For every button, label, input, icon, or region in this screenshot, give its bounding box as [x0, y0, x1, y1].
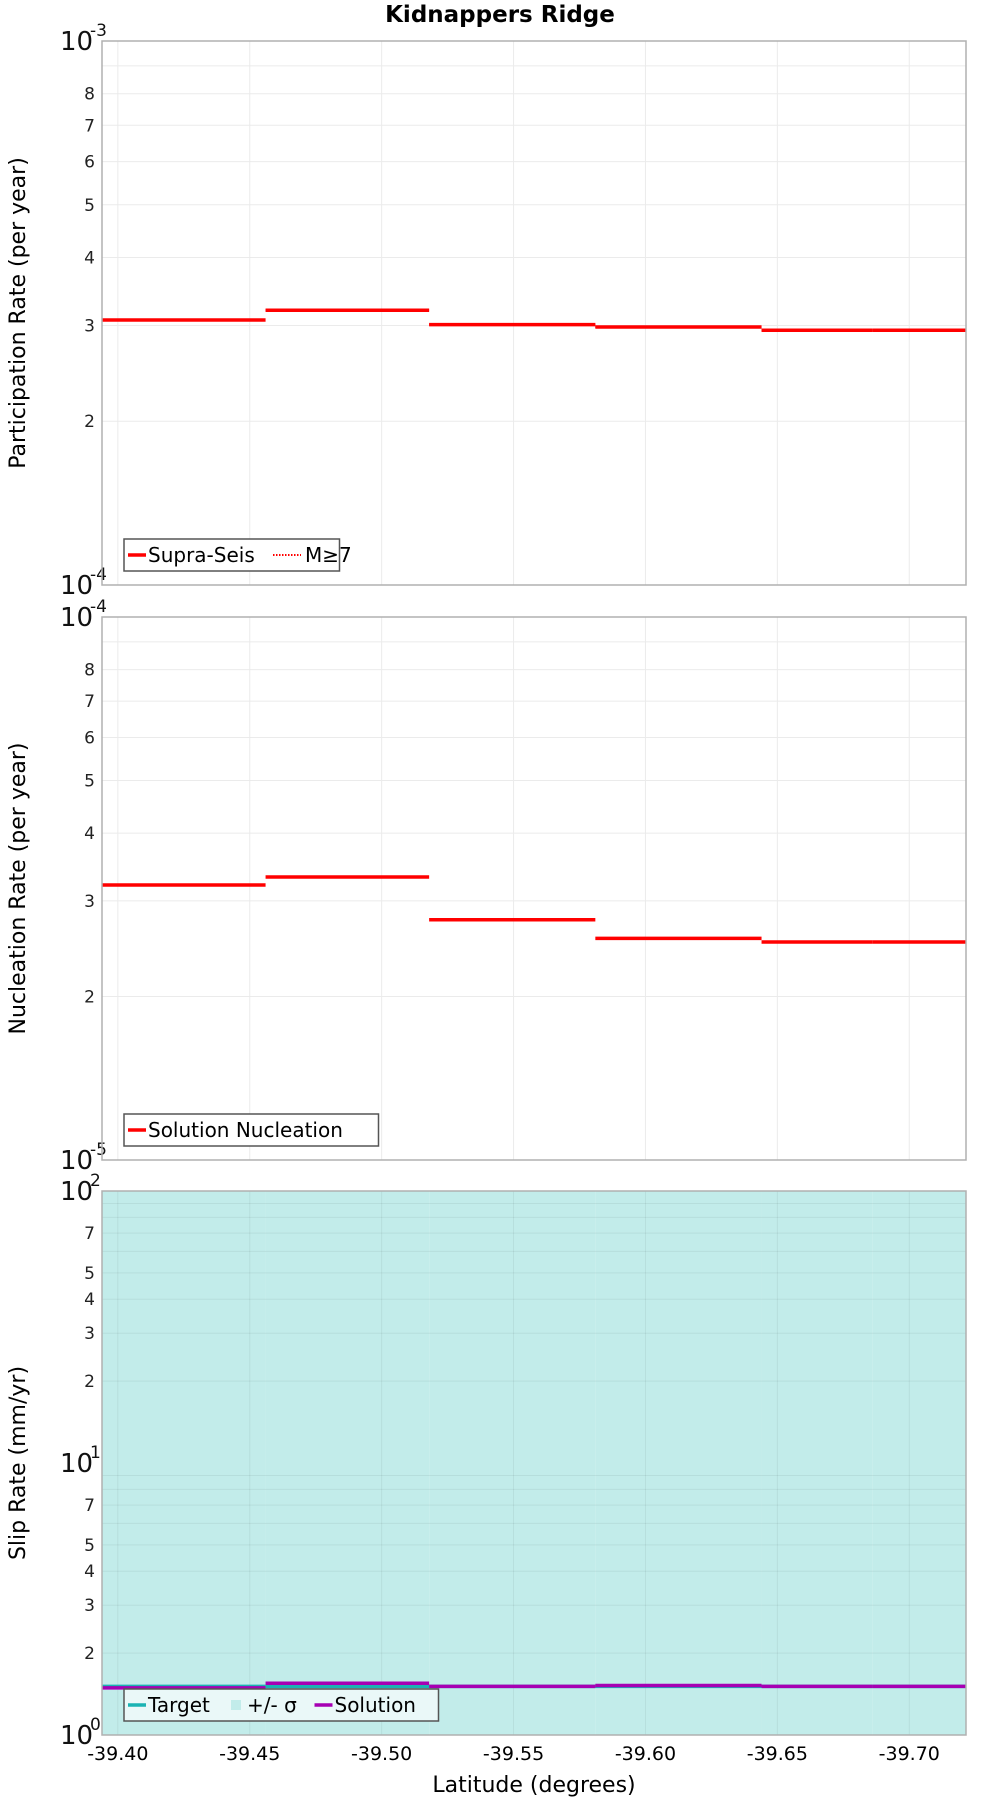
- y-tick-label: 5: [84, 1264, 95, 1284]
- y-decade-label: 10: [60, 571, 93, 601]
- y-decade-label: 10: [60, 1449, 93, 1479]
- legend-swatch-sigma: [231, 1700, 241, 1710]
- x-axis: -39.40 -39.45 -39.50 -39.55 -39.60 -39.65 -39.…: [87, 1743, 940, 1798]
- plot-area: [102, 41, 966, 585]
- sigma-band: [761, 1191, 873, 1735]
- x-tick-label: -39.70: [879, 1743, 940, 1765]
- y-tick-label: 4: [84, 824, 95, 844]
- y-tick-label: 7: [84, 116, 95, 136]
- legend: Target +/- σ Solution: [123, 1688, 440, 1722]
- y-axis-title: Slip Rate (mm/yr): [6, 1366, 31, 1560]
- y-tick-label: 2: [84, 412, 95, 432]
- y-tick-label: 5: [84, 771, 95, 791]
- plot-frame: [101, 40, 967, 586]
- y-tick-label: 3: [84, 316, 95, 336]
- legend-box: [123, 1688, 440, 1722]
- y-decade-label: 10: [60, 603, 93, 633]
- y-decade-exponent: 1: [90, 1443, 101, 1463]
- y-decade-exponent: 0: [90, 1715, 101, 1735]
- y-decade-exponent: -5: [90, 1140, 107, 1160]
- y-axis-title: Participation Rate (per year): [6, 157, 31, 469]
- sigma-band: [595, 1191, 762, 1735]
- legend-box: [123, 1113, 380, 1147]
- y-tick-label: 5: [84, 1536, 95, 1556]
- y-tick-label: 5: [84, 196, 95, 216]
- y-decade-exponent: -3: [90, 21, 107, 41]
- y-tick-label: 7: [84, 1496, 95, 1516]
- y-tick-label: 4: [84, 1562, 95, 1582]
- legend-label: M≥7: [305, 543, 352, 567]
- x-axis-title: Latitude (degrees): [432, 1773, 635, 1798]
- y-tick-label: 7: [84, 692, 95, 712]
- sigma-band: [429, 1191, 596, 1735]
- x-tick-label: -39.55: [483, 1743, 544, 1765]
- y-tick-label: 2: [84, 988, 95, 1008]
- legend-label: Solution: [335, 1693, 416, 1717]
- x-tick-label: -39.50: [351, 1743, 412, 1765]
- y-decade-label: 10: [60, 27, 93, 57]
- y-tick-label: 4: [84, 248, 95, 268]
- y-tick-label: 3: [84, 1596, 95, 1616]
- y-decade-label: 10: [60, 1177, 93, 1207]
- y-decade-exponent: -4: [90, 597, 107, 617]
- y-decade-label: 10: [60, 1721, 93, 1751]
- legend-label: Solution Nucleation: [148, 1118, 343, 1142]
- sigma-band: [102, 1191, 266, 1735]
- sigma-band: [265, 1191, 430, 1735]
- y-tick-label: 2: [84, 1644, 95, 1664]
- x-tick-label: -39.45: [219, 1743, 280, 1765]
- y-tick-label: 7: [84, 1224, 95, 1244]
- legend-label: +/- σ: [247, 1693, 297, 1717]
- y-decade-exponent: -4: [90, 565, 107, 585]
- x-tick-label: -39.40: [87, 1743, 148, 1765]
- legend-label: Target: [147, 1693, 210, 1717]
- x-tick-label: -39.65: [747, 1743, 808, 1765]
- y-tick-label: 2: [84, 1372, 95, 1392]
- y-tick-label: 3: [84, 892, 95, 912]
- legend: Supra-Seis M≥7: [123, 538, 352, 572]
- chart-title: Kidnappers Ridge: [385, 2, 615, 28]
- y-decade-exponent: 2: [90, 1171, 101, 1191]
- y-tick-label: 8: [84, 661, 95, 681]
- legend: Solution Nucleation: [123, 1113, 380, 1147]
- y-tick-label: 8: [84, 85, 95, 105]
- y-tick-label: 4: [84, 1290, 95, 1310]
- y-tick-label: 3: [84, 1324, 95, 1344]
- y-decade-label: 10: [60, 1146, 93, 1176]
- y-tick-label: 6: [84, 153, 95, 173]
- y-axis-title: Nucleation Rate (per year): [6, 743, 31, 1035]
- legend-box: [123, 538, 341, 572]
- sigma-band: [872, 1191, 966, 1735]
- plot-frame: [101, 616, 967, 1161]
- plot-area: [102, 617, 966, 1160]
- plot-frame: [101, 1190, 967, 1736]
- y-tick-label: 6: [84, 728, 95, 748]
- legend-label: Supra-Seis: [148, 543, 255, 567]
- x-tick-label: -39.60: [615, 1743, 676, 1765]
